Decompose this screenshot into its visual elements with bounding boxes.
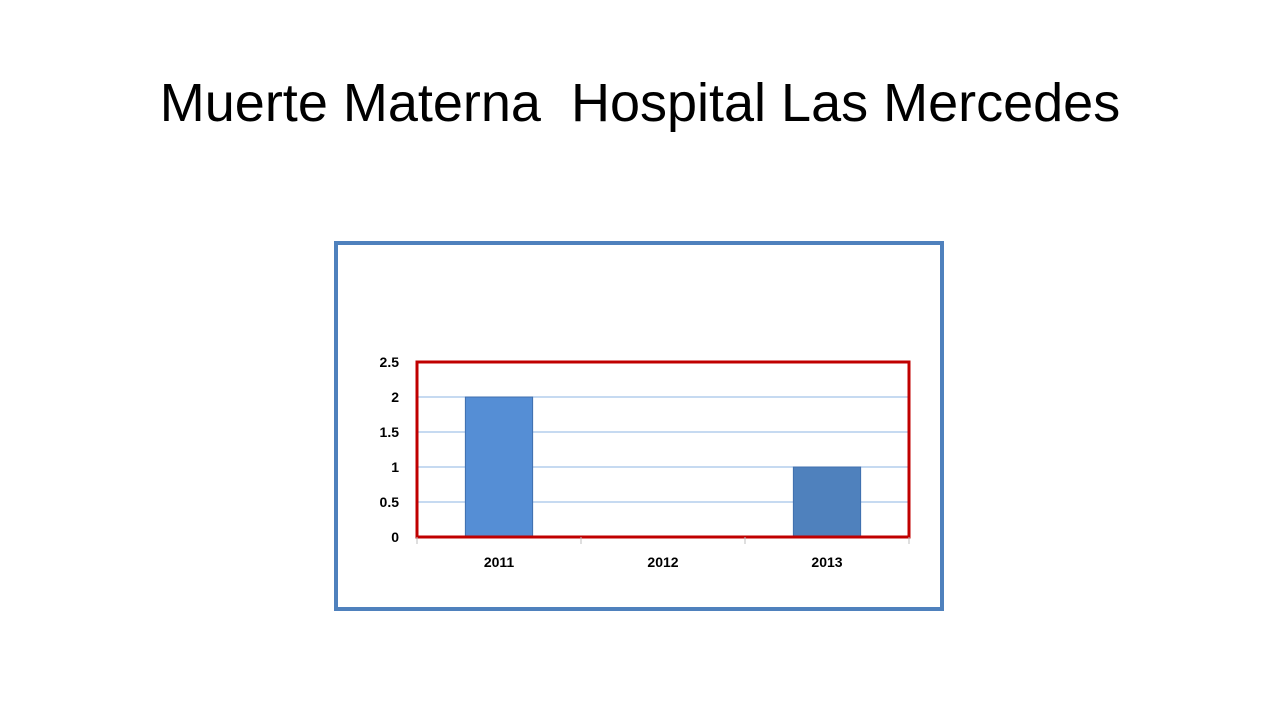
x-category-label: 2012 <box>647 554 678 570</box>
chart-frame: 0 0.5 1 1.5 2 2.5 2011 2012 2013 <box>334 241 944 611</box>
x-axis-ticks <box>416 537 910 544</box>
y-tick-label: 0.5 <box>380 494 400 510</box>
slide-title: Muerte Materna Hospital Las Mercedes <box>159 73 1121 133</box>
y-tick-label: 2.5 <box>380 354 400 370</box>
x-axis-category-labels: 2011 2012 2013 <box>484 554 843 570</box>
y-tick-label: 0 <box>391 529 399 545</box>
y-tick-label: 1 <box>391 459 399 475</box>
bar-2011 <box>464 396 534 538</box>
y-tick-label: 2 <box>391 389 399 405</box>
bar-2013 <box>792 466 862 538</box>
x-category-label: 2011 <box>484 554 515 570</box>
x-category-label: 2013 <box>811 554 842 570</box>
bar-chart: 0 0.5 1 1.5 2 2.5 2011 2012 2013 <box>380 354 911 570</box>
y-axis-tick-labels: 0 0.5 1 1.5 2 2.5 <box>380 354 400 545</box>
y-tick-label: 1.5 <box>380 424 400 440</box>
plot-area-border <box>415 360 911 539</box>
